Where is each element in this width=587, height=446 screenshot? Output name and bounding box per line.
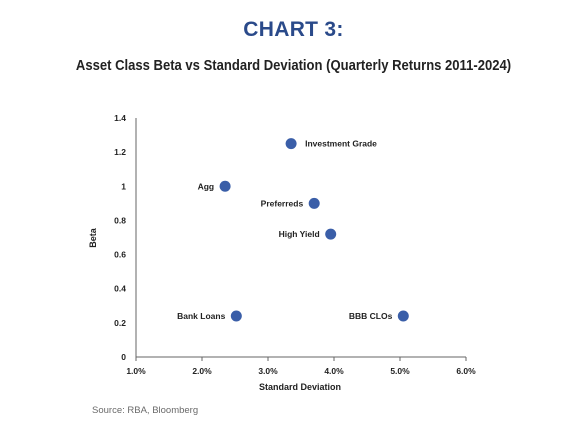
chart-heading: CHART 3: [243,18,344,41]
y-axis-label: Beta [88,227,98,248]
y-tick-label: 1 [121,181,126,191]
y-tick-label: 0.6 [114,250,126,260]
chart-subtitle: Asset Class Beta vs Standard Deviation (… [75,58,512,74]
data-point [219,180,231,192]
y-tick-label: 0 [121,352,126,362]
data-point-label: BBB CLOs [349,311,393,321]
y-tick-label: 0.4 [114,284,126,294]
x-tick-label: 2.0% [192,366,212,376]
data-point-label: Investment Grade [305,139,377,149]
x-tick-label: 3.0% [258,366,278,376]
x-tick-label: 6.0% [456,366,476,376]
data-point-label: Preferreds [261,198,304,208]
x-tick-label: 5.0% [390,366,410,376]
data-point [308,197,320,209]
y-tick-label: 0.8 [114,215,126,225]
data-point-label: Bank Loans [177,311,225,321]
y-tick-label: 1.4 [114,113,126,123]
data-point-label: High Yield [279,229,320,239]
data-point [397,310,409,322]
source-note: Source: RBA, Bloomberg [92,405,199,416]
chart-ticks: 0 0.2 0.4 0.6 0.8 1 1.2 1.4 1.0% 2.0% 3.0% 4.0% 5.0%… [114,113,476,376]
x-tick-label: 1.0% [126,366,146,376]
data-point-label: Agg [198,181,215,191]
x-axis-label: Standard Deviation [259,382,341,392]
x-tick-label: 4.0% [324,366,344,376]
chart-axes [135,118,466,358]
data-point [285,138,297,150]
data-point [325,228,337,240]
data-point [230,310,242,322]
y-tick-label: 0.2 [114,318,126,328]
y-tick-label: 1.2 [114,147,126,157]
chart-points: Investment Grade Agg Preferreds High Yield B… [177,138,409,322]
